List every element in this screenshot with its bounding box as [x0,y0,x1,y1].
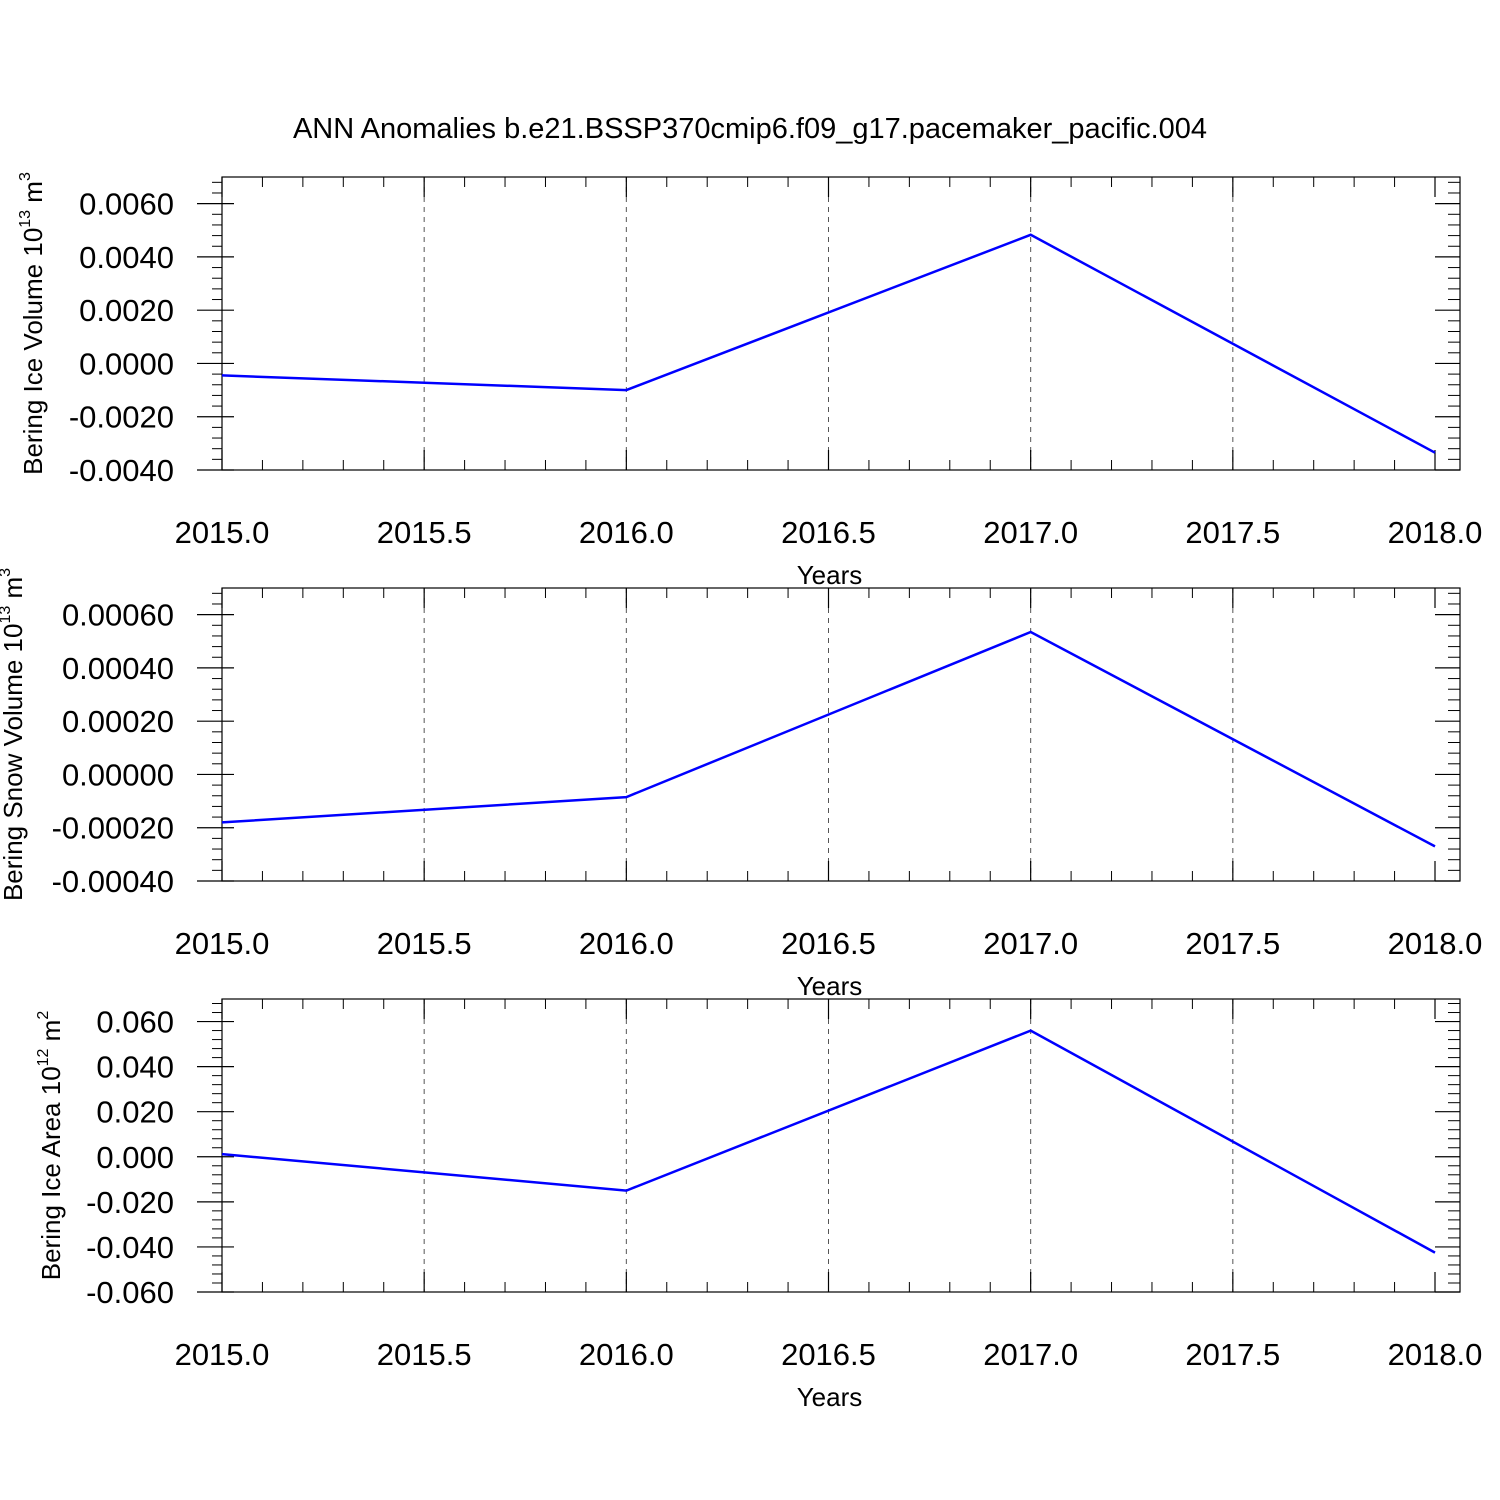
y-tick-label: 0.0020 [79,293,174,328]
plot-frame [221,176,1461,471]
y-tick-label: 0.00060 [62,598,174,633]
y-tick-label: 0.00040 [62,651,174,686]
x-tick-label: 2017.5 [1185,515,1280,550]
x-tick-label: 2017.0 [983,926,1078,961]
x-tick-label: 2016.0 [579,926,674,961]
chart-panel-1: 2015.0 2015.5 2016.0 2016.5 2017.0 2017.5 2018… [17,172,1482,590]
y-tick-label: -0.0040 [69,453,174,488]
x-tick-label: 2015.0 [175,926,270,961]
y-tick-label: 0.0000 [79,346,174,381]
series-line [221,233,1436,454]
x-tick-label: 2017.5 [1185,926,1280,961]
y-axis-label: Bering Ice Area 1012 m2 [35,1011,66,1281]
chart-panel-2: 2015.0 2015.5 2016.0 2016.5 2017.0 2017.5 2018… [0,568,1482,1001]
y-tick-label: 0.020 [96,1095,174,1130]
x-tick-label: 2018.0 [1388,926,1483,961]
plot-frame [221,587,1461,882]
y-tick-label: -0.0020 [69,400,174,435]
x-tick-label: 2018.0 [1388,515,1483,550]
x-tick-label: 2016.5 [781,1337,876,1372]
y-tick-label: -0.040 [86,1230,174,1265]
y-tick-label: 0.060 [96,1005,174,1040]
x-tick-label: 2016.0 [579,515,674,550]
y-tick-label: 0.0040 [79,240,174,275]
x-tick-label: 2017.0 [983,515,1078,550]
x-tick-label: 2015.0 [175,1337,270,1372]
x-tick-label: 2017.5 [1185,1337,1280,1372]
y-tick-label: -0.00020 [52,811,174,846]
x-tick-label: 2015.5 [377,926,472,961]
x-axis-label: Years [797,971,863,1001]
x-tick-label: 2017.0 [983,1337,1078,1372]
x-tick-label: 2016.5 [781,926,876,961]
y-tick-label: 0.0060 [79,187,174,222]
x-tick-label: 2015.5 [377,1337,472,1372]
x-tick-label: 2016.0 [579,1337,674,1372]
y-tick-label: 0.00000 [62,757,174,792]
plot-frame [221,998,1461,1293]
y-axis-label: Bering Snow Volume 1013 m3 [0,568,28,901]
chart-panel-3: 2015.0 2015.5 2016.0 2016.5 2017.0 2017.5 2018… [35,998,1483,1412]
series-line [221,630,1436,848]
y-tick-label: 0.00020 [62,704,174,739]
series-line [221,1029,1436,1254]
x-axis-label: Years [797,560,863,590]
y-tick-label: -0.060 [86,1275,174,1310]
x-tick-label: 2018.0 [1388,1337,1483,1372]
x-tick-label: 2016.5 [781,515,876,550]
y-tick-label: -0.020 [86,1185,174,1220]
y-tick-label: -0.00040 [52,864,174,899]
x-axis-label: Years [797,1382,863,1412]
y-tick-label: 0.000 [96,1140,174,1175]
x-tick-label: 2015.0 [175,515,270,550]
x-tick-label: 2015.5 [377,515,472,550]
y-tick-label: 0.040 [96,1050,174,1085]
y-axis-label: Bering Ice Volume 1013 m3 [17,172,48,475]
figure-title: ANN Anomalies b.e21.BSSP370cmip6.f09_g17… [293,113,1207,145]
